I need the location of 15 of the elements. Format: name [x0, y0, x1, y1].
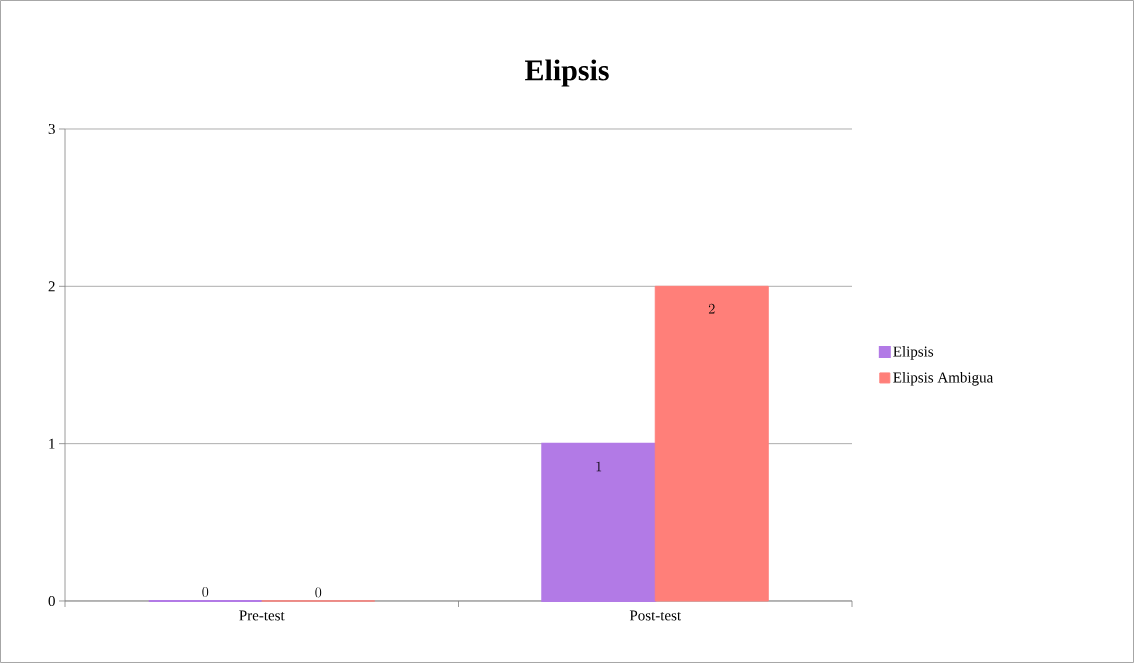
y-tick-label: 2: [48, 281, 55, 292]
x-tick-label: Pre-test: [239, 610, 285, 621]
data-label: 1: [596, 461, 602, 472]
y-tick-label: 0: [48, 595, 55, 607]
data-label: 2: [708, 303, 715, 314]
y-tick-label: 3: [48, 123, 55, 135]
data-label: 0: [202, 587, 209, 597]
y-tick-label: 1: [49, 438, 55, 449]
legend-label: Elipsis Ambigua: [893, 372, 994, 386]
chart-title: Elipsis: [525, 59, 609, 87]
legend-label: Elipsis: [893, 346, 934, 360]
bar: [654, 285, 769, 602]
data-label: 0: [315, 587, 322, 598]
x-tick-label: Post-test: [629, 610, 681, 621]
bar: [541, 442, 657, 602]
